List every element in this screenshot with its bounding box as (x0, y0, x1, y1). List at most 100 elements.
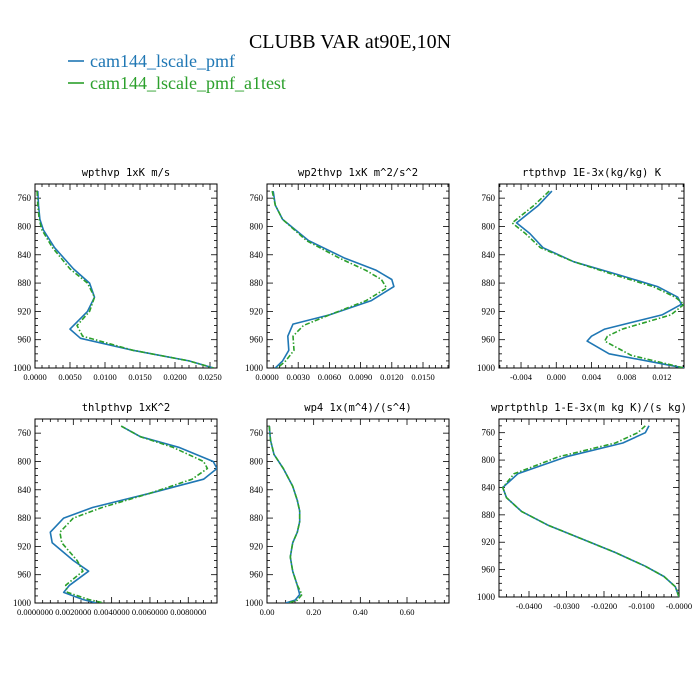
y-tick-label: 760 (482, 193, 496, 203)
y-tick-label: 800 (482, 221, 496, 231)
plot-frame (498, 183, 685, 369)
x-tick-label: 0.004 (582, 372, 602, 382)
x-tick-label: 0.0200 (163, 372, 186, 382)
y-tick-label: 920 (482, 306, 496, 316)
panel-title: rtpthvp 1E-3x(kg/kg) K (522, 167, 662, 179)
x-tick-label: 0.0100 (93, 372, 116, 382)
panel-5: wp4 1x(m^4)/(s^4)76080084088092096010000… (245, 402, 450, 617)
series-line-2 (59, 425, 209, 603)
plot-frame (34, 183, 218, 369)
x-tick-label: 0.012 (652, 372, 671, 382)
series-line-2 (511, 190, 684, 368)
panel-title: wp2thvp 1xK m^2/s^2 (298, 167, 418, 179)
y-tick-label: 760 (18, 193, 32, 203)
x-tick-label: 0.0020000 (55, 607, 91, 617)
x-tick-label: -0.0200 (591, 601, 617, 611)
x-tick-label: 0.40 (353, 607, 368, 617)
legend: cam144_lscale_pmf cam144_lscale_pmf_a1te… (68, 51, 286, 93)
y-tick-label: 960 (18, 335, 32, 345)
y-tick-label: 760 (250, 193, 264, 203)
series-line-2 (501, 425, 679, 597)
x-tick-label: 0.00 (260, 607, 275, 617)
y-tick-label: 960 (250, 335, 264, 345)
panels: wpthvp 1xK m/s76080084088092096010000.00… (13, 167, 692, 617)
panel-2: wp2thvp 1xK m^2/s^2 760 800 840 880 920 960 100… (245, 167, 450, 382)
y-tick-label: 880 (18, 513, 32, 523)
panel-6: wprtpthlp 1-E-3x(m kg K)/(s kg) 760 800 840… (477, 402, 692, 611)
series-line-2 (36, 191, 214, 368)
legend-label-2: cam144_lscale_pmf_a1test (90, 73, 286, 93)
y-tick-label: 920 (250, 306, 264, 316)
figure-title: CLUBB VAR at90E,10N (249, 31, 451, 53)
y-tick-label: 920 (250, 541, 264, 551)
x-tick-label: 0.0060000 (132, 607, 168, 617)
y-tick-label: 760 (250, 428, 264, 438)
y-tick-label: 920 (482, 537, 496, 547)
y-tick-label: 960 (482, 565, 496, 575)
x-tick-label: -0.0100 (628, 601, 654, 611)
y-tick-label: 760 (482, 428, 496, 438)
panel-title: wprtpthlp 1-E-3x(m kg K)/(s kg) (491, 402, 687, 414)
y-tick-label: 1000 (245, 598, 264, 608)
y-tick-label: 840 (250, 250, 264, 260)
x-tick-label: 0.0050 (58, 372, 81, 382)
y-tick-label: 1000 (477, 363, 496, 373)
y-tick-label: 840 (18, 485, 32, 495)
y-tick-label: 960 (18, 570, 32, 580)
y-tick-label: 960 (250, 570, 264, 580)
y-tick-label: 840 (250, 485, 264, 495)
series-line-1 (37, 191, 214, 368)
x-tick-label: 0.60 (400, 607, 415, 617)
y-tick-label: 760 (18, 428, 32, 438)
y-tick-label: 880 (250, 278, 264, 288)
panel-3: rtpthvp 1E-3x(kg/kg) K 760 800 840 880 920 960… (477, 167, 685, 382)
x-tick-label: 0.0080000 (170, 607, 206, 617)
y-tick-label: 800 (18, 456, 32, 466)
x-tick-label: 0.0090 (349, 372, 372, 382)
y-tick-label: 840 (18, 250, 32, 260)
x-tick-label: -0.004 (510, 372, 533, 382)
plot-frame (34, 418, 218, 604)
x-tick-label: -0.0400 (516, 601, 542, 611)
x-tick-label: 0.0150 (411, 372, 434, 382)
y-tick-label: 800 (482, 455, 496, 465)
y-tick-label: 1000 (13, 363, 32, 373)
y-tick-label: 880 (18, 278, 32, 288)
x-tick-label: 0.000 (547, 372, 566, 382)
x-tick-label: 0.20 (306, 607, 321, 617)
x-tick-label: 0.0250 (198, 372, 221, 382)
series-line-1 (501, 425, 679, 597)
panel-1: wpthvp 1xK m/s76080084088092096010000.00… (13, 167, 222, 382)
x-tick-label: 0.0000 (255, 372, 278, 382)
series-line-1 (272, 190, 395, 368)
y-tick-label: 880 (482, 278, 496, 288)
y-tick-label: 840 (482, 250, 496, 260)
series-line-2 (268, 426, 303, 603)
y-tick-label: 800 (250, 456, 264, 466)
y-tick-label: 1000 (477, 592, 496, 602)
panel-title: wpthvp 1xK m/s (82, 167, 171, 179)
x-tick-label: 0.0030 (287, 372, 310, 382)
y-tick-label: 1000 (245, 363, 264, 373)
panel-title: thlpthvp 1xK^2 (82, 402, 171, 414)
series-line-2 (271, 190, 388, 368)
x-tick-label: 0.0000000 (17, 607, 53, 617)
x-tick-label: 0.0120 (380, 372, 403, 382)
y-tick-label: 920 (18, 541, 32, 551)
y-tick-label: 960 (482, 335, 496, 345)
x-tick-label: 0.0060 (318, 372, 341, 382)
x-tick-label: 0.0150 (128, 372, 151, 382)
plot-frame (266, 183, 450, 369)
y-tick-label: 1000 (13, 598, 32, 608)
y-tick-label: 880 (250, 513, 264, 523)
panel-4: thlpthvp 1xK^276080084088092096010000.00… (13, 402, 218, 617)
x-tick-label: -0.0300 (553, 601, 579, 611)
y-tick-label: 800 (18, 221, 32, 231)
x-tick-label: -0.0000 (666, 601, 692, 611)
series-line-1 (49, 425, 217, 603)
x-tick-label: 0.0040000 (94, 607, 130, 617)
y-tick-label: 840 (482, 482, 496, 492)
y-tick-label: 800 (250, 221, 264, 231)
y-tick-label: 880 (482, 510, 496, 520)
